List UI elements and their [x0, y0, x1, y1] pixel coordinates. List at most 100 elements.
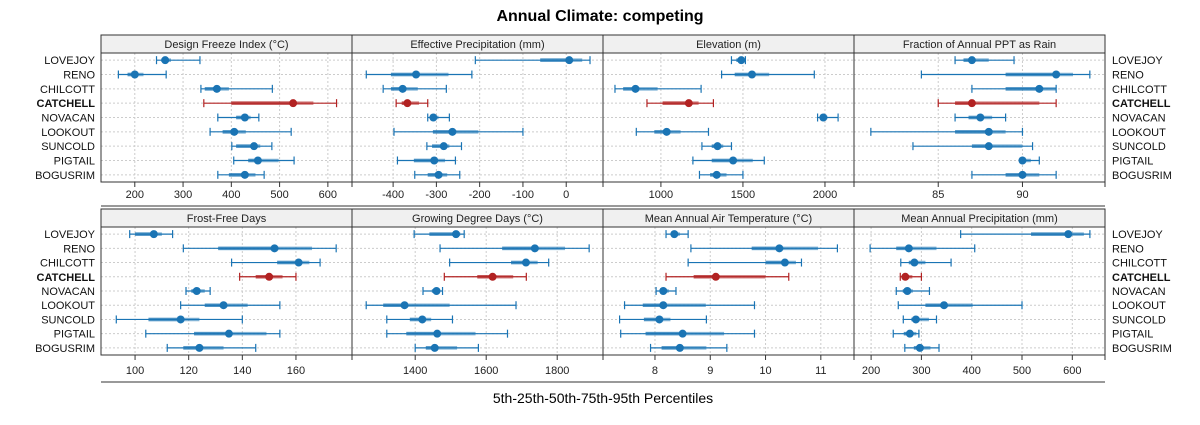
interval-pigtail [892, 329, 920, 338]
interval-reno [690, 244, 839, 253]
median-point [212, 84, 221, 93]
row-label-right-pigtail: PIGTAIL [1112, 329, 1153, 341]
tick-label: 8 [652, 365, 658, 377]
panel-elevation-m: Elevation (m) 1000 1500 2000 [602, 34, 855, 207]
row-label-left-catchell: CATCHELL [37, 272, 96, 284]
panel-border [853, 52, 1106, 183]
row-label-right-suncold: SUNCOLD [1112, 314, 1166, 326]
tick-label: -100 [512, 189, 534, 201]
panel-mean-annual-precipitation-mm: Mean Annual Precipitation (mm) 200 300 400 5… [853, 208, 1106, 383]
interval-reno [920, 70, 1091, 79]
interval-novacan [422, 287, 444, 295]
panel-border [853, 226, 1106, 356]
interval-reno [365, 70, 473, 79]
interval-lookout [180, 301, 281, 310]
row-label-left-reno: RENO [63, 70, 95, 82]
tick-label: 400 [222, 189, 240, 201]
row-label-right-novacan: NOVACAN [1112, 113, 1166, 125]
interval-pigtail [396, 156, 457, 165]
interval-chilcott [200, 84, 273, 93]
row-label-right-bogusrim: BOGUSRIM [1112, 343, 1172, 355]
row-label-right-chilcott: CHILCOTT [1112, 258, 1167, 270]
interval-novacan [427, 113, 450, 122]
median-point [712, 170, 721, 179]
tick-label: 400 [963, 365, 981, 377]
median-point [1035, 84, 1044, 93]
tick-label: 500 [1013, 365, 1031, 377]
row-label-left-catchell: CATCHELL [37, 98, 96, 110]
median-point [219, 301, 228, 310]
median-point [905, 329, 914, 338]
median-point [439, 142, 448, 151]
median-point [294, 258, 303, 267]
interval-bogusrim [649, 343, 728, 352]
tick-label: 1800 [545, 365, 569, 377]
row-label-left-bogusrim: BOGUSRIM [35, 343, 95, 355]
median-point [230, 127, 239, 136]
median-point [434, 170, 443, 179]
median-point [130, 70, 139, 79]
interval-lookout [209, 127, 292, 136]
median-point [967, 99, 976, 108]
median-point [713, 142, 722, 151]
median-point [911, 315, 920, 324]
interval-suncold [912, 142, 1034, 151]
interval-lookout [365, 301, 517, 310]
interval-suncold [231, 142, 273, 151]
tick-label: 100 [126, 365, 144, 377]
tick-label: 120 [180, 365, 198, 377]
row-label-left-pigtail: PIGTAIL [54, 329, 95, 341]
median-point [684, 99, 693, 108]
row-label-right-suncold: SUNCOLD [1112, 141, 1166, 153]
tick-label: 2000 [813, 189, 837, 201]
median-point [780, 258, 789, 267]
median-point [1018, 170, 1027, 179]
interval-pigtail [620, 329, 756, 338]
tick-label: 9 [707, 365, 713, 377]
interval-bogusrim [217, 170, 265, 179]
interval-novacan [655, 287, 677, 295]
median-point [192, 287, 201, 295]
median-point [655, 315, 664, 324]
interval-novacan [185, 287, 211, 295]
interval-novacan [217, 113, 260, 122]
median-point [967, 56, 976, 65]
interval-lookout [897, 301, 1023, 310]
interval-lookout [870, 127, 1024, 136]
interval-chilcott [900, 258, 952, 267]
median-point [711, 272, 720, 281]
interval-lovejoy [474, 56, 591, 65]
row-label-left-lookout: LOOKOUT [41, 300, 95, 312]
interval-reno [117, 70, 167, 79]
interval-catchell [665, 272, 790, 281]
median-point [521, 258, 530, 267]
panel-growing-degree-days-c: Growing Degree Days (°C) 1400 1600 1800 [351, 208, 604, 383]
row-label-right-lookout: LOOKOUT [1112, 127, 1166, 139]
panel-design-freeze-index-c: Design Freeze Index (°C) 200 300 400 500 600 [100, 34, 353, 207]
interval-lovejoy [665, 230, 689, 239]
tick-label: 200 [126, 189, 144, 201]
interval-pigtail [145, 329, 281, 338]
median-point [403, 99, 412, 108]
median-point [240, 113, 249, 122]
median-point [984, 142, 993, 151]
row-label-left-novacan: NOVACAN [41, 113, 95, 125]
interval-lovejoy [954, 56, 1015, 65]
row-label-right-catchell: CATCHELL [1112, 98, 1171, 110]
median-point [149, 230, 158, 239]
median-point [418, 315, 427, 324]
row-labels: LOVEJOY LOVEJOY RENO RENO CHILCOTT CHILCOTT CA… [35, 55, 1172, 355]
interval-bogusrim [414, 170, 461, 179]
tick-label: 600 [319, 189, 337, 201]
interval-bogusrim [698, 170, 744, 179]
interval-bogusrim [414, 343, 479, 352]
median-point [270, 244, 279, 253]
median-point [1052, 70, 1061, 79]
tick-label: 0 [563, 189, 569, 201]
tick-label: 600 [1063, 365, 1081, 377]
interval-chilcott [230, 258, 321, 267]
interval-suncold [902, 315, 938, 324]
median-point [224, 329, 233, 338]
interval-novacan [954, 113, 1007, 122]
